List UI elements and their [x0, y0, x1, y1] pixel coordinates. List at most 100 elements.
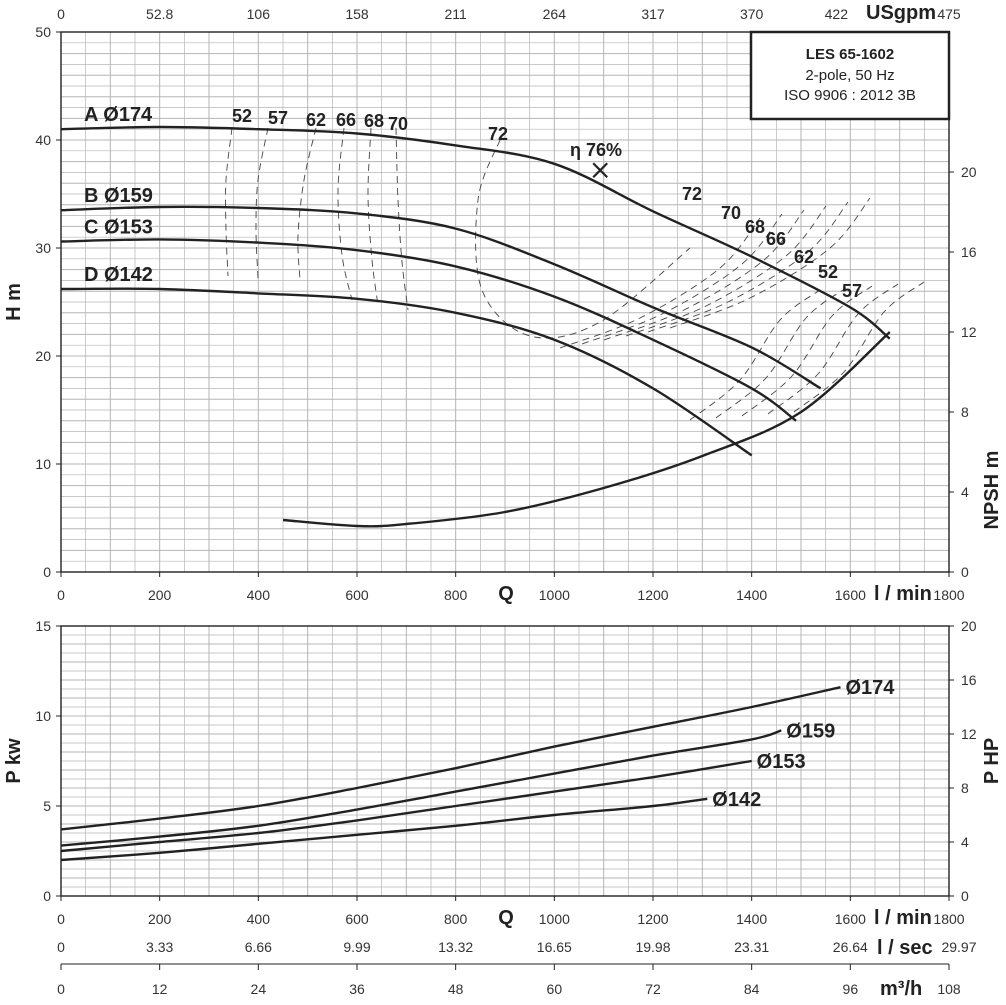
m3h-tick-label: 72: [645, 981, 661, 997]
head-y-tick-label: 20: [35, 348, 51, 364]
power-kw-tick-label: 5: [43, 798, 51, 814]
lsec-tick-label: 9.99: [343, 939, 370, 955]
efficiency-label: 52: [818, 262, 838, 282]
power-x-tick-label: 1200: [637, 911, 668, 927]
lsec-tick-label: 16.65: [537, 939, 572, 955]
efficiency-contour-right: [741, 285, 873, 417]
efficiency-label: 68: [745, 217, 765, 237]
efficiency-label: 57: [268, 108, 288, 128]
usgpm-tick-label: 211: [445, 6, 468, 22]
head-y-tick-label: 50: [35, 24, 51, 40]
m3h-tick-label: 48: [448, 981, 464, 997]
efficiency-label: 72: [682, 184, 702, 204]
power-curve-label: Ø142: [712, 789, 761, 811]
efficiency-contour-72: [475, 139, 691, 339]
head-x-tick-label: 1600: [835, 587, 866, 603]
usgpm-tick-label: 475: [937, 6, 961, 22]
lsec-tick-label: 19.98: [635, 939, 670, 955]
efficiency-contour: [395, 127, 409, 311]
power-curve-label: Ø174: [845, 677, 895, 699]
usgpm-tick-label: 52.8: [146, 6, 173, 22]
lsec-tick-label: 29.97: [941, 939, 976, 955]
efficiency-contour: [337, 127, 353, 301]
usgpm-tick-label: 158: [345, 6, 369, 22]
usgpm-tick-label: 422: [825, 6, 849, 22]
npsh-tick-label: 8: [961, 404, 969, 420]
usgpm-tick-label: 0: [57, 6, 65, 22]
power-x-tick-label: 1800: [933, 911, 964, 927]
power-kw-tick-label: 15: [35, 618, 51, 634]
head-chart-frame: [60, 31, 950, 573]
best-efficiency-point-marker: [592, 162, 608, 179]
power-x-tick-label: 600: [345, 911, 369, 927]
npsh-tick-label: 4: [961, 484, 969, 500]
power-hp-tick-label: 0: [961, 888, 969, 904]
power-hp-tick-label: 20: [961, 618, 977, 634]
head-x-tick-label: 1000: [539, 587, 570, 603]
head-curve-1: [60, 205, 822, 390]
power-kw-tick-label: 0: [43, 888, 51, 904]
power-kw-axis-title: P kw: [3, 738, 25, 784]
efficiency-label: 52: [232, 106, 252, 126]
power-x-tick-label: 200: [148, 911, 172, 927]
head-curve-0: [60, 125, 891, 340]
m3h-tick-label: 36: [349, 981, 365, 997]
npsh-tick-label: 12: [961, 324, 977, 340]
lsec-unit-label: l / sec: [877, 937, 933, 959]
power-x-tick-label: 0: [57, 911, 65, 927]
power-curve-label: Ø159: [786, 720, 835, 742]
head-y-tick-label: 0: [43, 564, 51, 580]
head-curve-label: C Ø153: [84, 217, 153, 239]
head-y-tick-label: 10: [35, 456, 51, 472]
head-x-tick-label: 1200: [637, 587, 668, 603]
power-hp-axis-title: P HP: [981, 738, 1003, 784]
power-chart-grid: [61, 626, 949, 896]
m3h-tick-label: 24: [251, 981, 267, 997]
head-curves: A Ø174 B Ø159 C Ø153 D Ø142: [60, 104, 891, 528]
m3h-tick-label: 0: [57, 981, 65, 997]
power-x-tick-label: 400: [247, 911, 271, 927]
head-curve-label: D Ø142: [84, 264, 153, 286]
lsec-tick-label: 6.66: [245, 939, 272, 955]
head-curve-label: B Ø159: [84, 185, 153, 207]
m3h-unit-label: m³/h: [880, 978, 922, 1000]
power-hp-tick-label: 8: [961, 780, 969, 796]
efficiency-contour-right: [715, 287, 847, 419]
head-curve-4: [282, 331, 891, 528]
head-y-tick-label: 30: [35, 240, 51, 256]
power-curve-label: Ø153: [757, 751, 806, 773]
head-y-tick-label: 40: [35, 132, 51, 148]
npsh-tick-label: 20: [961, 164, 977, 180]
efficiency-label: 70: [388, 114, 408, 134]
usgpm-tick-label: 264: [543, 6, 567, 22]
head-x-tick-label: 1400: [736, 587, 767, 603]
usgpm-tick-label: 370: [740, 6, 764, 22]
m3h-tick-label: 84: [744, 981, 760, 997]
head-x-tick-label: 800: [444, 587, 468, 603]
power-curves: Ø174 Ø159 Ø153 Ø142: [60, 677, 895, 862]
info-box: LES 65-1602 2-pole, 50 Hz ISO 9906 : 201…: [749, 30, 951, 121]
efficiency-best-label: η 76%: [570, 140, 622, 160]
power-curve-2: [60, 759, 752, 853]
efficiency-label: 68: [364, 111, 384, 131]
pump-poles: 2-pole, 50 Hz: [805, 67, 894, 84]
head-curve-3: [60, 287, 753, 457]
lsec-tick-label: 3.33: [146, 939, 173, 955]
head-x-tick-label: 0: [57, 587, 65, 603]
efficiency-contour: [367, 127, 379, 306]
efficiency-contour-right: [767, 283, 899, 415]
power-curve-1: [60, 729, 782, 847]
efficiency-contour-right: [793, 281, 925, 413]
power-x-tick-label: 1000: [539, 911, 570, 927]
power-chart-frame: [60, 625, 950, 897]
usgpm-tick-label: 317: [641, 6, 665, 22]
head-curve-label: A Ø174: [84, 104, 153, 126]
head-axis-title: H m: [3, 283, 25, 321]
power-hp-tick-label: 12: [961, 726, 977, 742]
head-x-tick-label: 400: [247, 587, 271, 603]
efficiency-label: 57: [842, 281, 862, 301]
efficiency-contour-right: [689, 289, 821, 421]
power-curve-3: [60, 797, 708, 862]
